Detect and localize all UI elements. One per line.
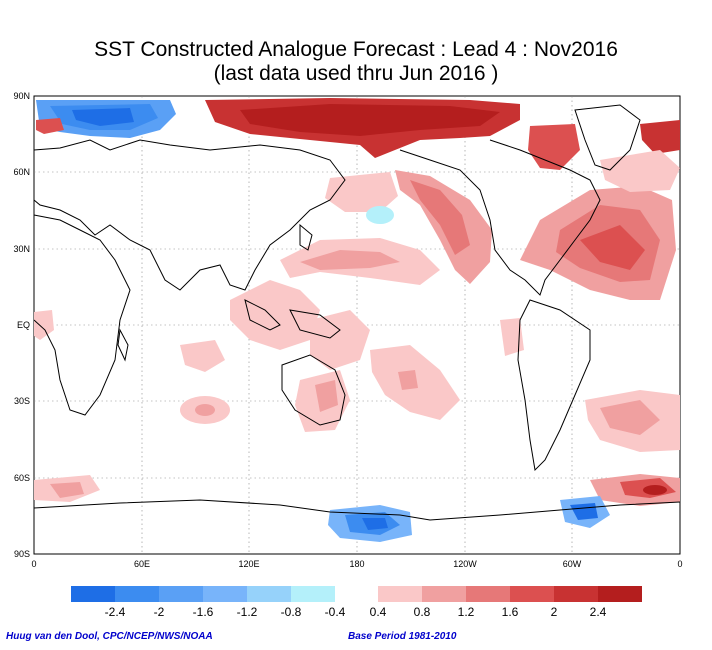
colorbar-swatch-neg-4 bbox=[247, 586, 291, 602]
colorbar-swatch-neg-0 bbox=[71, 586, 115, 602]
author-credit: Huug van den Dool, CPC/NCEP/NWS/NOAA bbox=[6, 631, 213, 642]
lat-label: 60S bbox=[14, 473, 30, 483]
colorbar-label: 1.6 bbox=[502, 605, 519, 619]
colorbar-swatch-pos-3 bbox=[510, 586, 554, 602]
lon-label: 60E bbox=[134, 559, 150, 569]
colorbar-swatch-pos-1 bbox=[422, 586, 466, 602]
colorbar-swatch-pos-2 bbox=[466, 586, 510, 602]
colorbar-swatch-neg-1 bbox=[115, 586, 159, 602]
colorbar-label: -1.6 bbox=[193, 605, 214, 619]
colorbar-swatch-pos-4 bbox=[554, 586, 598, 602]
colorbar-label: -2 bbox=[154, 605, 165, 619]
lon-label: 120W bbox=[453, 559, 477, 569]
longitude-labels: 0 60E 120E 180 120W 60W 0 bbox=[31, 559, 682, 569]
lat-label: 90S bbox=[14, 549, 30, 559]
maritime-continent-warm-anomaly bbox=[230, 280, 320, 350]
colorbar-swatch-neg-2 bbox=[159, 586, 203, 602]
colorbar-swatch-neg-5 bbox=[291, 586, 335, 602]
colorbar-label: 1.2 bbox=[458, 605, 475, 619]
colorbar-label: -1.2 bbox=[237, 605, 258, 619]
lat-label: 60N bbox=[13, 167, 30, 177]
lat-label: 30N bbox=[13, 244, 30, 254]
lat-label: 30S bbox=[14, 396, 30, 406]
colorbar: -2.4 -2 -1.6 -1.2 -0.8 -0.4 0.4 0.8 1.2 … bbox=[71, 586, 642, 619]
colorbar-swatch-pos-5 bbox=[598, 586, 642, 602]
colorbar-label: -2.4 bbox=[105, 605, 126, 619]
latitude-labels: 90N 60N 30N EQ 30S 60S 90S bbox=[13, 91, 30, 559]
map-title: SST Constructed Analogue Forecast : Lead… bbox=[94, 38, 618, 61]
colorbar-label: 2 bbox=[551, 605, 558, 619]
north-pacific-cold-patch bbox=[366, 206, 394, 224]
map-subtitle: (last data used thru Jun 2016 ) bbox=[213, 62, 499, 85]
coastlines bbox=[33, 104, 681, 521]
lat-label: EQ bbox=[17, 320, 30, 330]
colorbar-label: 2.4 bbox=[590, 605, 607, 619]
lon-label: 180 bbox=[349, 559, 364, 569]
lon-label: 0 bbox=[31, 559, 36, 569]
lon-label: 60W bbox=[563, 559, 582, 569]
colorbar-label: 0.4 bbox=[370, 605, 387, 619]
colorbar-swatch-neg-3 bbox=[203, 586, 247, 602]
lon-label: 0 bbox=[677, 559, 682, 569]
colorbar-swatch-pos-0 bbox=[378, 586, 422, 602]
lon-label: 120E bbox=[238, 559, 259, 569]
colorbar-label: -0.8 bbox=[281, 605, 302, 619]
colorbar-label: 0.8 bbox=[414, 605, 431, 619]
colorbar-label: -0.4 bbox=[325, 605, 346, 619]
lat-label: 90N bbox=[13, 91, 30, 101]
base-period-note: Base Period 1981-2010 bbox=[348, 631, 457, 642]
